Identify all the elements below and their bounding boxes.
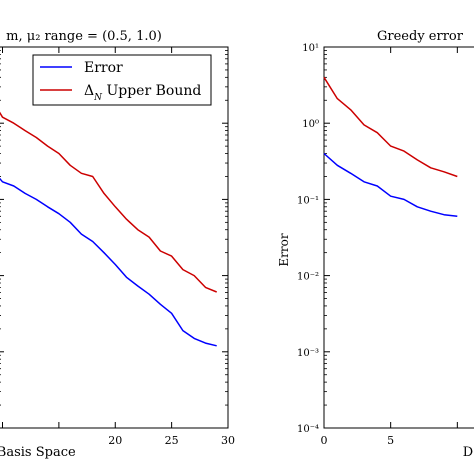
y-tick-label: 10⁻³ [297,348,319,359]
right-plot-frame [323,46,474,429]
legend: Error ΔN Upper Bound [32,54,212,106]
y-tick-label: 10⁻⁴ [297,424,319,435]
left-chart: m, μ₂ range = (0.5, 1.0) 20 25 30 d Basis … [0,29,235,460]
right-series [323,76,458,218]
legend-label-upper-bound: ΔN Upper Bound [84,83,201,103]
left-chart-title: m, μ₂ range = (0.5, 1.0) [6,29,162,44]
series-line-error [323,152,458,218]
y-tick-label: 10⁻² [297,272,319,283]
left-x-axis-label: d Basis Space [0,445,76,460]
x-tick-label: 20 [108,434,122,447]
y-tick-label: 10⁰ [302,119,319,130]
right-y-tick-labels: 10⁻⁴ 10⁻³ 10⁻² 10⁻¹ 10⁰ 10¹ [297,43,319,435]
series-line-error [0,177,217,347]
left-plot-frame [0,46,229,429]
left-series [0,111,217,347]
right-axis-ticks [323,46,458,429]
x-tick-label: 5 [387,434,394,447]
y-tick-label: 10⁻¹ [297,195,319,206]
right-x-axis-label: D [463,445,473,460]
x-tick-label: 0 [321,434,328,447]
left-axis-ticks [0,46,229,429]
series-line-upper-bound [0,111,217,293]
right-y-axis-label: Error [277,233,291,266]
left-x-tick-labels: 20 25 30 [108,434,235,447]
y-tick-label: 10¹ [302,43,319,54]
legend-box [32,54,212,106]
series-line-upper-bound [323,76,458,178]
x-tick-label: 25 [165,434,179,447]
x-tick-label: 30 [221,434,235,447]
right-chart-title: Greedy error [377,29,464,44]
legend-label-error: Error [84,60,123,76]
